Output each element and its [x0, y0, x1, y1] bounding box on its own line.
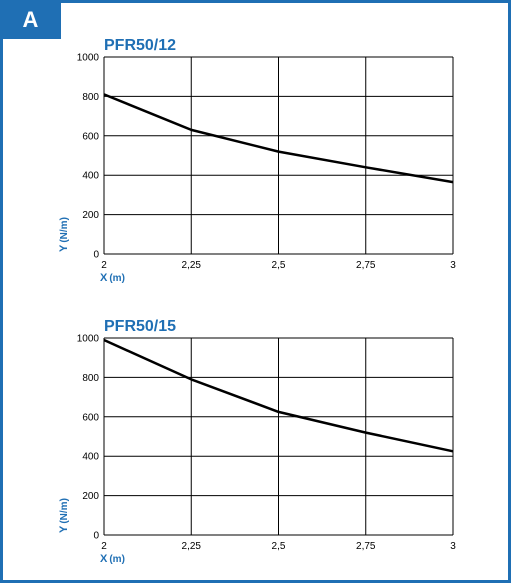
x-axis-name: X [100, 272, 108, 284]
x-tick-label: 2,25 [182, 541, 202, 552]
x-tick-label: 2,5 [272, 541, 286, 552]
x-axis-unit: (m) [109, 554, 125, 565]
y-tick-label: 1000 [77, 334, 100, 345]
x-tick-label: 2,25 [182, 260, 202, 271]
y-tick-label: 0 [93, 250, 99, 261]
y-axis-unit: (N/m) [59, 217, 70, 243]
chart-title: PFR50/15 [104, 318, 176, 335]
y-tick-label: 1000 [77, 53, 100, 64]
y-axis-unit: (N/m) [59, 498, 70, 524]
x-tick-label: 2,75 [356, 541, 376, 552]
y-tick-label: 400 [82, 171, 99, 182]
y-tick-label: 800 [82, 373, 99, 384]
y-tick-label: 400 [82, 452, 99, 463]
x-axis-unit: (m) [109, 273, 125, 284]
y-axis-label: Y(N/m) [58, 498, 70, 533]
y-axis-name: Y [58, 525, 70, 533]
y-tick-label: 600 [82, 412, 99, 423]
x-axis-label: X (m) [100, 553, 125, 565]
y-axis-name: Y [58, 244, 70, 252]
x-tick-label: 2,75 [356, 260, 376, 271]
y-tick-label: 600 [82, 131, 99, 142]
x-tick-label: 2 [101, 541, 107, 552]
y-tick-label: 800 [82, 92, 99, 103]
y-tick-label: 0 [93, 531, 99, 542]
panel-label: A [0, 0, 61, 39]
x-tick-label: 3 [450, 541, 456, 552]
y-tick-label: 200 [82, 210, 99, 221]
y-axis-label: Y(N/m) [58, 217, 70, 252]
y-tick-label: 200 [82, 491, 99, 502]
chart-title: PFR50/12 [104, 37, 176, 54]
series-line [103, 93, 454, 184]
x-tick-label: 3 [450, 260, 456, 271]
x-tick-label: 2 [101, 260, 107, 271]
x-axis-label: X (m) [100, 272, 125, 284]
x-tick-label: 2,5 [272, 260, 286, 271]
x-axis-name: X [100, 553, 108, 565]
series-line [103, 338, 454, 453]
